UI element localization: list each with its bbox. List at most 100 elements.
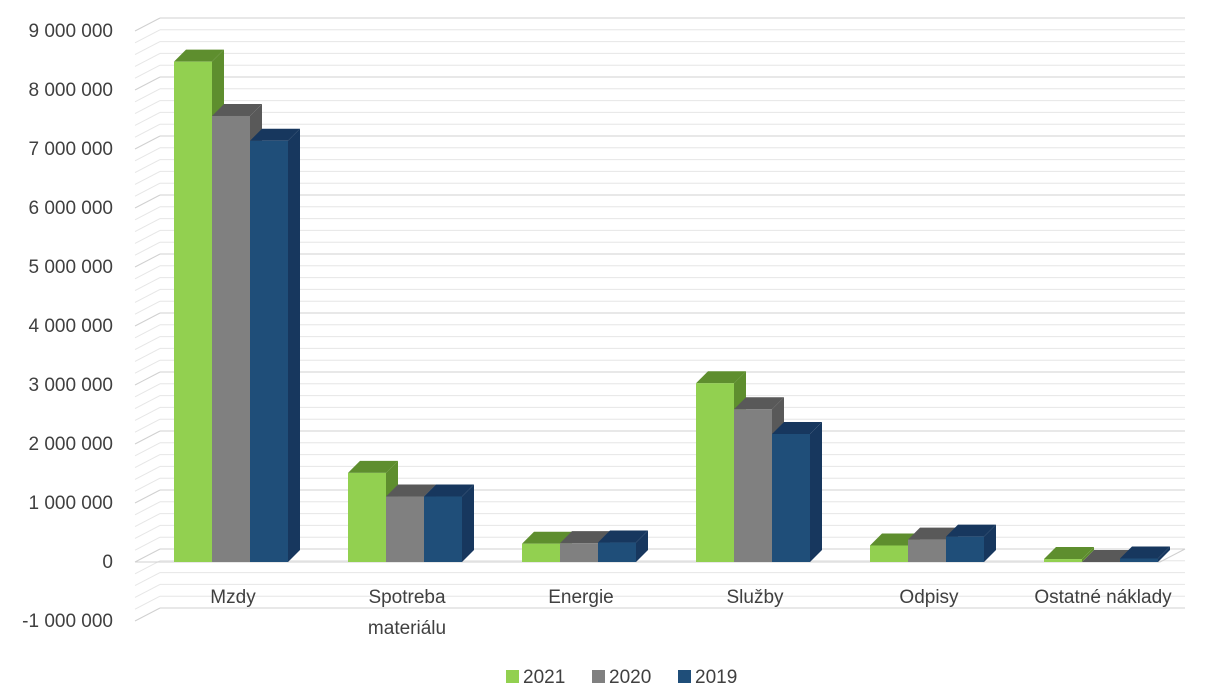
gridline-side <box>134 595 161 610</box>
gridline-side <box>134 111 161 126</box>
bar-top <box>522 531 572 544</box>
y-tick-label: 6 000 000 <box>28 198 113 219</box>
x-category-label: Služby <box>726 587 784 608</box>
x-category-label: Mzdy <box>210 587 256 608</box>
legend-swatch <box>678 670 691 683</box>
gridline-side <box>134 265 161 280</box>
y-tick-label: 2 000 000 <box>28 434 113 455</box>
y-tick-label: 7 000 000 <box>28 139 113 160</box>
bar-side <box>462 484 474 562</box>
legend-swatch <box>592 670 605 683</box>
y-tick-label: 0 <box>102 552 113 573</box>
bar-front <box>212 115 250 563</box>
gridline-side <box>134 288 161 303</box>
bar <box>1082 550 1132 562</box>
bar <box>1120 546 1170 562</box>
zero-floor-side <box>1159 548 1186 563</box>
bar-side <box>810 421 822 562</box>
gridline-side <box>134 170 161 185</box>
bar-top <box>212 103 262 116</box>
gridline-side <box>134 206 161 221</box>
gridline-side <box>134 324 161 339</box>
gridline-side <box>134 465 161 480</box>
gridline-side <box>134 336 161 351</box>
y-tick-label: 1 000 000 <box>28 493 113 514</box>
bar-front <box>946 536 984 562</box>
bar-top <box>1082 550 1132 562</box>
gridline-side <box>134 241 161 256</box>
gridline-side <box>134 442 161 457</box>
bars <box>174 49 1170 563</box>
gridline-side <box>134 477 161 492</box>
gridline-side <box>134 524 161 539</box>
gridline-side <box>134 572 161 587</box>
gridline-side <box>134 560 161 575</box>
bar-front <box>250 140 288 563</box>
gridline-side <box>134 454 161 469</box>
y-tick-label: 3 000 000 <box>28 375 113 396</box>
gridline-side <box>134 406 161 421</box>
gridline-side <box>134 253 161 268</box>
gridline-side <box>134 76 161 91</box>
bar-side <box>288 128 300 563</box>
y-tick-label: 4 000 000 <box>28 316 113 337</box>
gridline-side <box>134 17 161 32</box>
gridline-side <box>134 548 161 563</box>
bar <box>598 530 648 562</box>
gridline-side <box>134 395 161 410</box>
x-category-label: Energie <box>548 587 614 608</box>
gridline-side <box>134 135 161 150</box>
x-category-label: Spotreba materiálu <box>368 587 446 639</box>
bar-front <box>696 383 734 562</box>
bar-top <box>250 128 300 141</box>
gridline-side <box>134 64 161 79</box>
gridline-side <box>134 359 161 374</box>
bar-side <box>1082 547 1094 562</box>
bar <box>946 524 996 562</box>
bar-top <box>1044 547 1094 560</box>
gridlines <box>134 17 1186 622</box>
bar-side <box>984 524 996 562</box>
bar-side <box>1158 546 1170 562</box>
gridline-side <box>134 501 161 516</box>
bar-top <box>598 530 648 543</box>
gridline-side <box>134 312 161 327</box>
gridline-side <box>134 300 161 315</box>
legend-swatch <box>506 670 519 683</box>
bar <box>1044 547 1094 562</box>
bar-top <box>734 397 784 410</box>
bar-front <box>174 61 212 563</box>
bar-side <box>636 530 648 562</box>
bar-front <box>386 496 424 562</box>
x-category-label: Ostatné náklady <box>1034 587 1172 608</box>
gridline-side <box>134 159 161 174</box>
bar-top <box>424 484 474 497</box>
gridline-side <box>134 229 161 244</box>
bar <box>250 128 300 563</box>
bar-top <box>908 527 958 540</box>
bar-front <box>772 433 810 562</box>
gridline-side <box>134 489 161 504</box>
bar-top <box>946 524 996 537</box>
y-tick-label: 8 000 000 <box>28 80 113 101</box>
bar-top <box>772 421 822 434</box>
bar-front <box>522 543 560 562</box>
x-category-label: Odpisy <box>899 587 959 608</box>
gridline-side <box>134 88 161 103</box>
bar-front <box>908 539 946 562</box>
bar-top <box>386 484 436 497</box>
legend-label: 2019 <box>695 667 737 688</box>
bar-front <box>560 543 598 562</box>
gridline-side <box>134 41 161 56</box>
gridline-side <box>134 418 161 433</box>
legend-label: 2021 <box>523 667 565 688</box>
bar-top <box>696 371 746 384</box>
legend: 2021 2020 2019 <box>506 667 737 688</box>
bar <box>772 421 822 562</box>
bar-front <box>1044 559 1082 562</box>
gridline-side <box>134 52 161 67</box>
bar-front <box>870 545 908 562</box>
gridline-side <box>134 583 161 598</box>
gridline-side <box>134 277 161 292</box>
